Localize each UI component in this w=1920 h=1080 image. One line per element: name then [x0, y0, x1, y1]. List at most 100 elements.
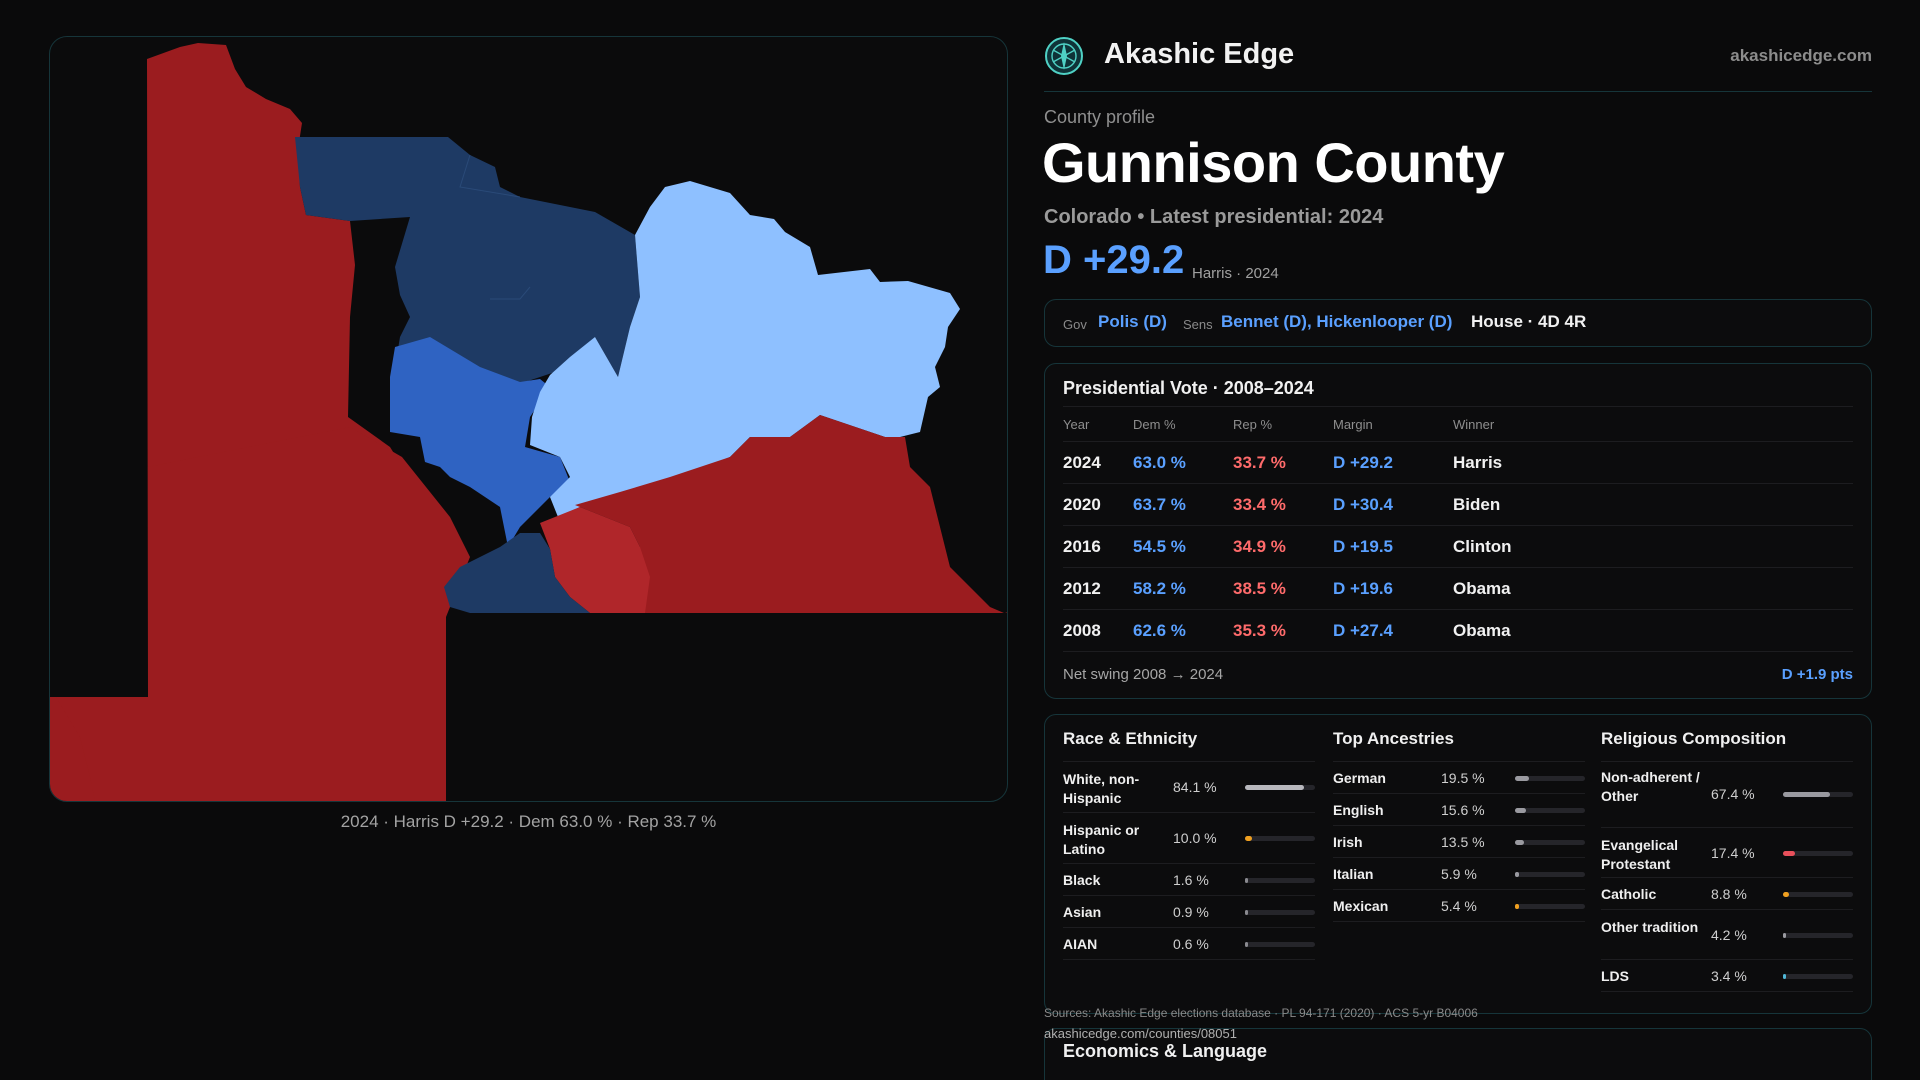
headline-margin: D +29.2: [1043, 238, 1185, 282]
share-bar-fill: [1515, 775, 1529, 781]
share-bar-fill: [1783, 891, 1790, 897]
share-bar: [1515, 871, 1585, 877]
cell-dem: 63.0 %: [1133, 453, 1186, 472]
house-value: House · 4D 4R: [1471, 312, 1587, 331]
cell-rep: 33.4 %: [1233, 495, 1286, 514]
col-rep: Rep %: [1233, 417, 1273, 432]
list-item: Irish 13.5 %: [1333, 826, 1585, 858]
list-item-label: Evangelical Protestant: [1601, 837, 1679, 872]
cell-rep: 33.7 %: [1233, 453, 1286, 472]
list-item-label: White, non-Hispanic: [1063, 771, 1140, 806]
list-item-value: 10.0 %: [1173, 830, 1217, 846]
economics-card: Economics & Language: [1044, 1028, 1872, 1080]
list-item: Asian 0.9 %: [1063, 896, 1315, 928]
table-header: Year Dem % Rep % Margin Winner: [1063, 406, 1853, 442]
share-bar: [1245, 877, 1315, 883]
cell-year: 2008: [1063, 621, 1101, 640]
list-item: Mexican 5.4 %: [1333, 890, 1585, 922]
share-bar: [1515, 903, 1585, 909]
list-item-value: 84.1 %: [1173, 779, 1217, 795]
table-row[interactable]: 2008 62.6 % 35.3 % D +27.4 Obama: [1063, 610, 1853, 652]
list-item: Italian 5.9 %: [1333, 858, 1585, 890]
gov-value: Polis (D): [1098, 312, 1167, 331]
list-item: Evangelical Protestant 17.4 %: [1601, 828, 1853, 878]
religion-title: Religious Composition: [1601, 729, 1787, 748]
cell-margin: D +30.4: [1333, 495, 1394, 514]
share-bar-fill: [1515, 839, 1525, 845]
col-margin: Margin: [1333, 417, 1373, 432]
gov-label: Gov: [1063, 317, 1087, 332]
list-item-label: AIAN: [1063, 935, 1098, 952]
cell-rep: 35.3 %: [1233, 621, 1286, 640]
cell-winner: Obama: [1453, 579, 1511, 598]
list-item-label: German: [1333, 769, 1386, 786]
share-bar: [1515, 807, 1585, 813]
share-bar: [1783, 973, 1853, 979]
share-bar-fill: [1245, 836, 1252, 841]
cell-rep: 34.9 %: [1233, 537, 1286, 556]
brand-url[interactable]: akashicedge.com: [1730, 46, 1872, 65]
officeholders-card: Gov Polis (D) Sens Bennet (D), Hickenloo…: [1044, 299, 1872, 347]
table-row[interactable]: 2012 58.2 % 38.5 % D +19.6 Obama: [1063, 568, 1853, 610]
list-item-label: Asian: [1063, 903, 1102, 920]
county-shape-north[interactable]: [295, 137, 640, 387]
county-shape-southwest[interactable]: [56, 427, 470, 802]
list-item-value: 0.6 %: [1173, 935, 1209, 952]
list-item-value: 3.4 %: [1711, 967, 1747, 984]
list-item: German 19.5 %: [1333, 762, 1585, 794]
list-item-value: 17.4 %: [1711, 844, 1755, 861]
county-shape-middle[interactable]: [390, 337, 570, 547]
share-bar: [1245, 785, 1315, 790]
list-item: White, non-Hispanic 84.1 %: [1063, 762, 1315, 813]
list-item-value: 67.4 %: [1711, 786, 1755, 802]
share-bar-fill: [1245, 785, 1304, 790]
page-title: Gunnison County: [1042, 131, 1505, 194]
list-item-label: English: [1333, 801, 1384, 818]
list-item-label: Italian: [1333, 865, 1374, 882]
brand-name[interactable]: Akashic Edge: [1104, 38, 1295, 70]
sources-note: Sources: Akashic Edge elections database…: [1044, 1006, 1478, 1020]
county-map[interactable]: [49, 36, 1008, 802]
religion-column: Religious Composition Non-adherent / Oth…: [1601, 729, 1853, 992]
table-row[interactable]: 2016 54.5 % 34.9 % D +19.5 Clinton: [1063, 526, 1853, 568]
county-shape-south[interactable]: [540, 507, 650, 613]
list-item-label: Non-adherent / Other: [1601, 769, 1700, 804]
cell-dem: 63.7 %: [1133, 495, 1186, 514]
ancestry-column: Top Ancestries German 19.5 % English 15.6 %…: [1333, 729, 1585, 922]
col-winner: Winner: [1453, 417, 1495, 432]
cell-dem: 58.2 %: [1133, 579, 1186, 598]
list-item: Black 1.6 %: [1063, 864, 1315, 896]
list-item-value: 0.9 %: [1173, 903, 1209, 920]
brand-header: Akashic Edge akashicedge.com: [1044, 34, 1872, 92]
sens-label: Sens: [1183, 317, 1213, 332]
list-item: AIAN 0.6 %: [1063, 928, 1315, 960]
net-swing-value: D +1.9 pts: [1781, 666, 1853, 683]
cell-dem: 62.6 %: [1133, 621, 1186, 640]
share-bar: [1245, 909, 1315, 915]
map-caption: 2024 · Harris D +29.2 · Dem 63.0 % · Rep…: [340, 812, 717, 831]
cell-winner: Biden: [1453, 495, 1501, 514]
share-bar-fill: [1783, 850, 1796, 856]
list-item-value: 1.6 %: [1173, 871, 1209, 888]
county-shape-south-blue[interactable]: [444, 533, 590, 613]
cell-margin: D +19.5: [1333, 537, 1394, 556]
net-swing-label: Net swing 2008 → 2024: [1063, 666, 1224, 683]
share-bar-fill: [1245, 941, 1248, 947]
list-item: Non-adherent / Other 67.4 %: [1601, 762, 1853, 828]
table-row[interactable]: 2024 63.0 % 33.7 % D +29.2 Harris: [1063, 442, 1853, 484]
share-bar-fill: [1515, 807, 1526, 813]
share-bar-fill: [1245, 877, 1248, 883]
cell-winner: Clinton: [1453, 537, 1512, 556]
county-shape-southeast[interactable]: [575, 415, 1008, 613]
table-row[interactable]: 2020 63.7 % 33.4 % D +30.4 Biden: [1063, 484, 1853, 526]
share-bar: [1245, 941, 1315, 947]
share-bar: [1515, 839, 1585, 845]
county-shape-gunnison[interactable]: [530, 181, 960, 517]
list-item-value: 5.4 %: [1441, 897, 1477, 914]
list-item-label: Catholic: [1601, 885, 1657, 902]
county-url[interactable]: akashicedge.com/counties/08051: [1044, 1026, 1237, 1041]
cell-year: 2012: [1063, 579, 1101, 598]
list-item-value: 15.6 %: [1441, 801, 1485, 818]
share-bar: [1515, 775, 1585, 781]
cell-margin: D +27.4: [1333, 621, 1394, 640]
